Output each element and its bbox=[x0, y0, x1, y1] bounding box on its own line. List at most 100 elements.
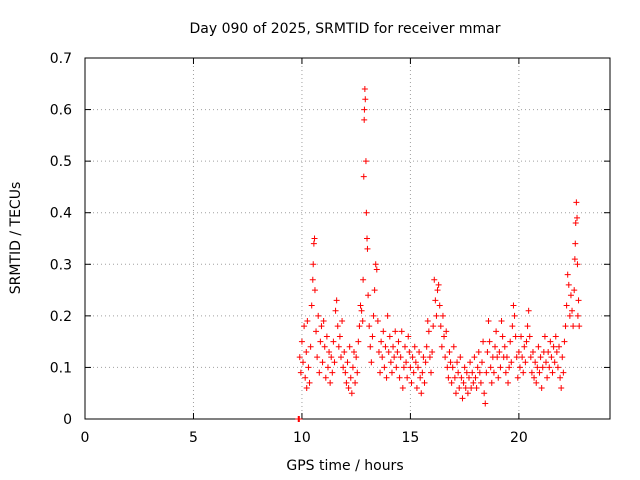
data-point bbox=[401, 343, 408, 350]
data-point bbox=[448, 379, 455, 386]
data-point bbox=[370, 312, 377, 319]
data-point bbox=[375, 348, 382, 355]
data-point bbox=[511, 312, 518, 319]
data-point bbox=[381, 364, 388, 371]
data-point bbox=[390, 343, 397, 350]
data-point bbox=[371, 287, 378, 294]
data-point bbox=[430, 323, 437, 330]
data-point bbox=[367, 343, 374, 350]
data-point bbox=[547, 338, 554, 345]
data-point bbox=[300, 359, 307, 366]
data-point bbox=[323, 333, 330, 340]
data-point bbox=[458, 374, 465, 381]
data-point bbox=[570, 323, 577, 330]
data-point bbox=[463, 369, 470, 376]
data-point bbox=[363, 209, 370, 216]
data-point bbox=[483, 369, 490, 376]
data-point bbox=[528, 369, 535, 376]
data-point bbox=[384, 312, 391, 319]
data-point bbox=[319, 359, 326, 366]
data-point bbox=[410, 369, 417, 376]
data-point bbox=[576, 323, 583, 330]
data-point bbox=[306, 379, 313, 386]
data-point bbox=[510, 302, 517, 309]
data-point bbox=[362, 96, 369, 103]
data-point bbox=[465, 374, 472, 381]
y-tick-label: 0.6 bbox=[50, 103, 72, 119]
data-point bbox=[415, 364, 422, 371]
data-point bbox=[562, 323, 569, 330]
data-point bbox=[467, 359, 474, 366]
data-point bbox=[451, 374, 458, 381]
data-point bbox=[561, 338, 568, 345]
data-point bbox=[317, 338, 324, 345]
data-point bbox=[374, 318, 381, 325]
data-point bbox=[413, 385, 420, 392]
data-point bbox=[456, 385, 463, 392]
data-series-srmtid bbox=[295, 85, 583, 422]
data-point bbox=[396, 374, 403, 381]
y-tick-label: 0 bbox=[63, 412, 72, 428]
data-point bbox=[397, 354, 404, 361]
data-point bbox=[364, 235, 371, 242]
data-point bbox=[345, 385, 352, 392]
data-point bbox=[553, 348, 560, 355]
data-point bbox=[480, 338, 487, 345]
data-point bbox=[308, 302, 315, 309]
data-point bbox=[457, 354, 464, 361]
data-point bbox=[515, 348, 522, 355]
data-point bbox=[455, 369, 462, 376]
data-point bbox=[482, 400, 489, 407]
y-tick-labels: 0 0.1 0.2 0.3 0.4 0.5 0.6 0.7 bbox=[50, 51, 72, 428]
data-point bbox=[422, 359, 429, 366]
data-point bbox=[349, 364, 356, 371]
data-point bbox=[339, 318, 346, 325]
data-point bbox=[556, 343, 563, 350]
data-point bbox=[488, 379, 495, 386]
data-point bbox=[296, 416, 303, 422]
data-point bbox=[303, 385, 310, 392]
data-point bbox=[563, 302, 570, 309]
data-point bbox=[452, 390, 459, 397]
data-point bbox=[537, 354, 544, 361]
data-point bbox=[409, 354, 416, 361]
data-point bbox=[383, 374, 390, 381]
data-point bbox=[360, 173, 367, 180]
data-point bbox=[498, 318, 505, 325]
data-point bbox=[313, 328, 320, 335]
data-point bbox=[342, 369, 349, 376]
data-point bbox=[436, 302, 443, 309]
data-point bbox=[533, 379, 540, 386]
data-point bbox=[429, 348, 436, 355]
data-point bbox=[449, 364, 456, 371]
data-point bbox=[320, 318, 327, 325]
x-tick-label: 0 bbox=[81, 430, 90, 446]
data-point bbox=[314, 354, 321, 361]
data-point bbox=[340, 364, 347, 371]
data-point bbox=[531, 374, 538, 381]
data-point bbox=[512, 333, 519, 340]
x-tick-label: 20 bbox=[510, 430, 528, 446]
data-point bbox=[523, 338, 530, 345]
data-point bbox=[298, 338, 305, 345]
data-point bbox=[468, 385, 475, 392]
data-point bbox=[572, 240, 579, 247]
data-point bbox=[522, 359, 529, 366]
data-point bbox=[351, 348, 358, 355]
data-point bbox=[420, 354, 427, 361]
data-point bbox=[433, 312, 440, 319]
data-point bbox=[311, 235, 318, 242]
data-point bbox=[334, 323, 341, 330]
data-point bbox=[344, 359, 351, 366]
data-point bbox=[373, 266, 380, 273]
data-point bbox=[558, 385, 565, 392]
data-point bbox=[520, 369, 527, 376]
data-point bbox=[460, 379, 467, 386]
data-point bbox=[355, 338, 362, 345]
data-point bbox=[438, 343, 445, 350]
data-point bbox=[548, 354, 555, 361]
data-point bbox=[348, 390, 355, 397]
data-point bbox=[492, 343, 499, 350]
data-point bbox=[330, 338, 337, 345]
